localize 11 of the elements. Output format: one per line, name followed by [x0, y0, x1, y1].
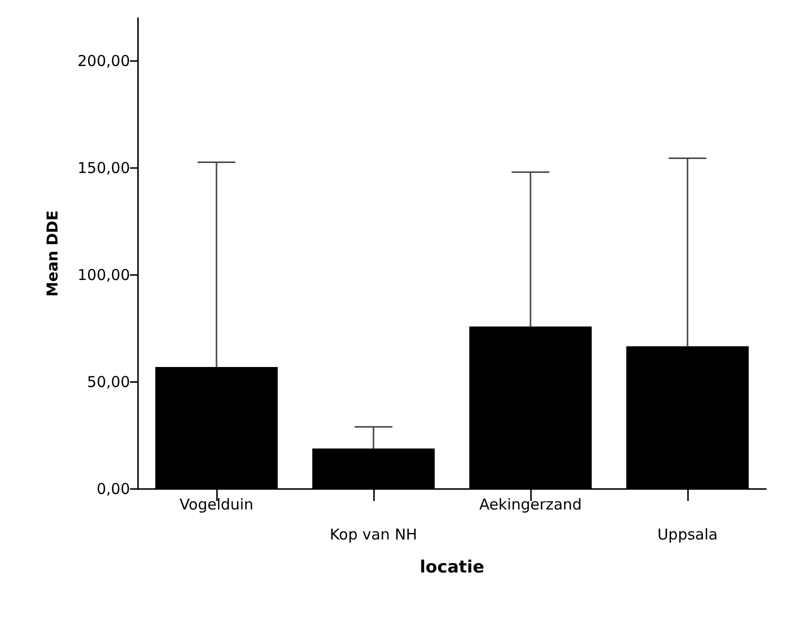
- y-tick-label: 0,00: [96, 480, 130, 498]
- y-tick-label: 100,00: [78, 266, 130, 284]
- y-axis-title: Mean DDE: [44, 210, 62, 297]
- x-tick-label: Aekingerzand: [479, 496, 582, 514]
- x-axis-title: locatie: [420, 558, 484, 578]
- y-tick-label: 50,00: [87, 372, 130, 391]
- y-tick-label: 150,00: [78, 158, 130, 177]
- x-tick-label: Uppsala: [657, 526, 718, 544]
- x-tick-label: Vogelduin: [180, 496, 254, 514]
- y-tick-label: 200,00: [78, 52, 130, 70]
- x-tick-label: Kop van NH: [330, 526, 418, 544]
